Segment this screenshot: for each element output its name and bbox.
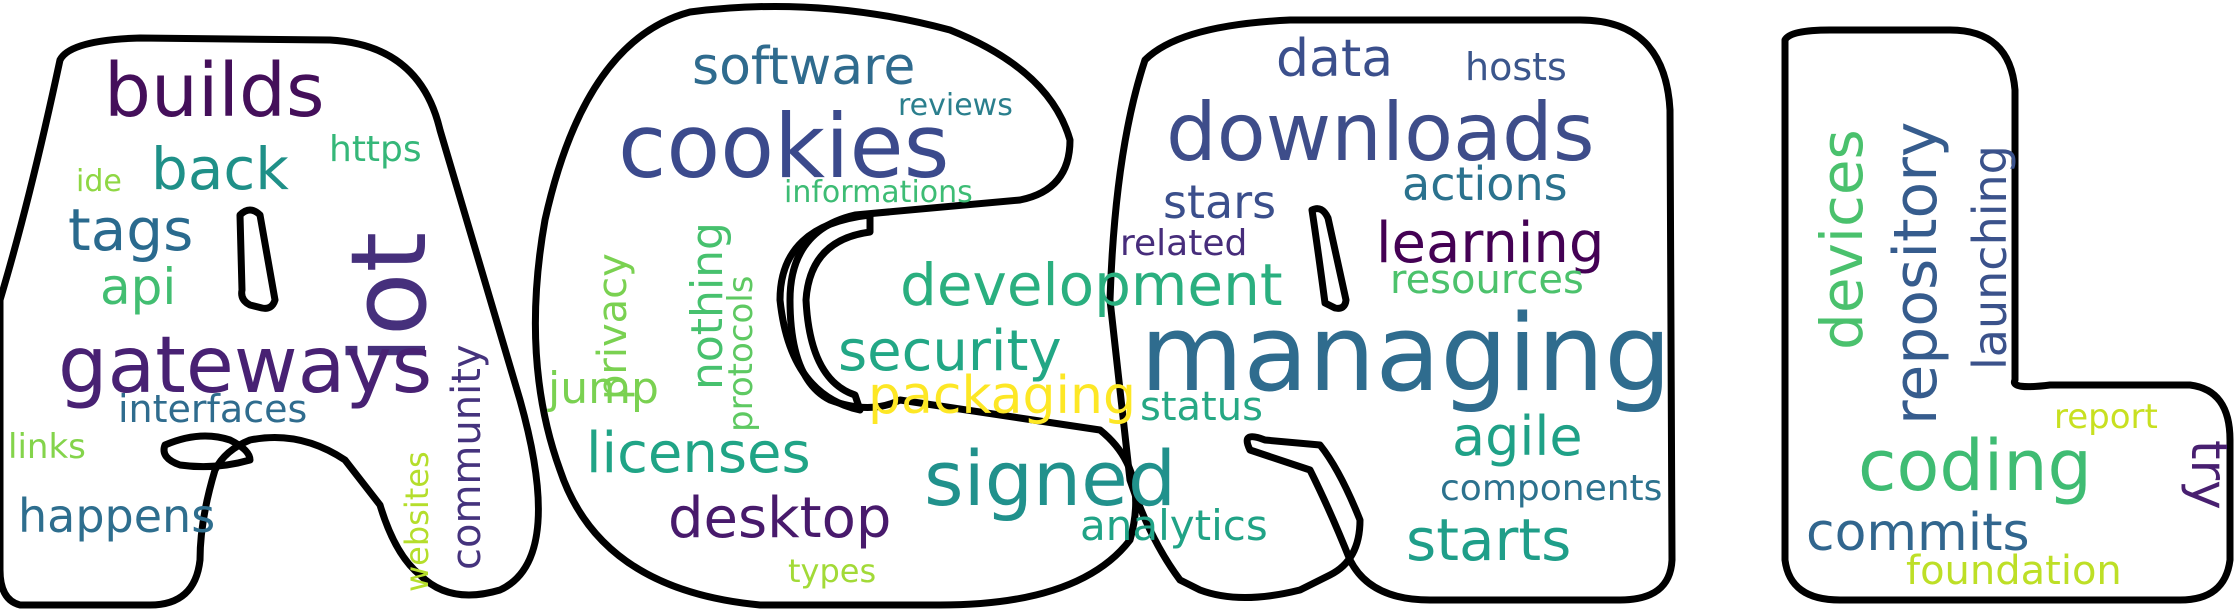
word-actions: actions [1402, 157, 1568, 211]
word-security: security [838, 319, 1062, 384]
word-agile: agile [1452, 405, 1583, 468]
letter-a-shape [0, 34, 542, 609]
word-try: try [2180, 440, 2234, 510]
word-development: development [900, 251, 1283, 319]
word-learning: learning [1376, 211, 1604, 276]
word-software: software [692, 37, 915, 97]
word-community: community [444, 344, 490, 570]
word-stars: stars [1163, 175, 1276, 229]
word-commits: commits [1806, 503, 2030, 563]
word-nothing: nothing [682, 222, 733, 390]
word-websites: websites [398, 451, 436, 592]
letter-c-shape [531, 2, 1140, 609]
word-hosts: hosts [1465, 45, 1567, 89]
word-analytics: analytics [1080, 501, 1268, 550]
word-builds: builds [104, 48, 325, 134]
letter-d-hole [1308, 205, 1350, 312]
word-data: data [1276, 29, 1393, 89]
word-happens: happens [18, 489, 215, 543]
word-managing: managing [1140, 292, 1672, 415]
word-back: back [151, 135, 289, 203]
word-related: related [1120, 223, 1247, 264]
letter-a-notch [160, 432, 254, 471]
word-informations: informations [784, 175, 973, 210]
letter-l-shape [1781, 26, 2234, 604]
letter-a-hole [236, 206, 279, 312]
word-cookies: cookies [618, 95, 949, 198]
word-coding: coding [1858, 425, 2092, 507]
letter-c-inner [776, 211, 874, 414]
word-desktop: desktop [668, 486, 891, 551]
word-components: components [1440, 468, 1662, 509]
word-starts: starts [1406, 506, 1571, 574]
word-gateways: gateways [58, 321, 432, 411]
word-types: types [788, 552, 876, 590]
word-licenses: licenses [586, 421, 811, 486]
word-resources: resources [1390, 257, 1584, 303]
word-tags: tags [68, 196, 193, 264]
word-interfaces: interfaces [118, 387, 307, 431]
word-launching: launching [1963, 145, 2017, 370]
word-repository: repository [1881, 122, 1951, 425]
word-iot: iot [328, 232, 450, 365]
word-ide: ide [76, 164, 122, 199]
word-report: report [2054, 397, 2158, 437]
word-foundation: foundation [1906, 548, 2122, 594]
word-downloads: downloads [1166, 86, 1595, 179]
word-https: https [329, 129, 422, 170]
word-api: api [100, 258, 176, 316]
word-devices: devices [1808, 129, 1876, 350]
word-reviews: reviews [898, 88, 1013, 123]
word-links: links [8, 427, 86, 467]
word-jump: jump [547, 363, 659, 414]
letter-d-shape [1106, 16, 1676, 604]
word-protocols: protocols [721, 276, 761, 432]
word-signed: signed [924, 434, 1176, 523]
word-packaging: packaging [868, 366, 1136, 426]
word-privacy: privacy [590, 253, 636, 400]
word-status: status [1140, 384, 1263, 430]
